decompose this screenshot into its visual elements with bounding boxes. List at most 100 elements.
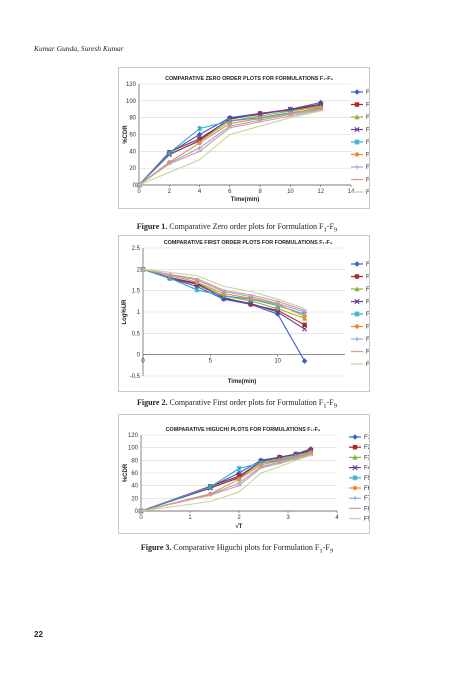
legend-label: F9 bbox=[364, 517, 369, 523]
x-tick-label: 0 bbox=[139, 515, 143, 521]
figure-3-caption: Figure 3. Comparative Higuchi plots for … bbox=[140, 543, 334, 555]
legend-marker bbox=[352, 454, 358, 460]
legend-entry-f7: F7 bbox=[351, 164, 369, 171]
series-f7 bbox=[136, 107, 323, 188]
data-point-f6 bbox=[302, 314, 307, 319]
y-tick-label: 40 bbox=[129, 149, 136, 155]
legend-label: F5 bbox=[366, 140, 369, 146]
legend-label: F9 bbox=[366, 190, 369, 196]
series-line-f9 bbox=[142, 268, 305, 310]
x-tick-label: 10 bbox=[287, 189, 294, 195]
figure-1-caption: Figure 1. Comparative Zero order plots f… bbox=[136, 222, 338, 234]
legend-label: F7 bbox=[366, 165, 369, 171]
data-point-f4 bbox=[248, 300, 254, 307]
running-head: Kumar Gunda, Suresh Kumar bbox=[34, 44, 124, 53]
legend-label: F8 bbox=[366, 178, 369, 184]
y-tick-label: 60 bbox=[129, 133, 136, 139]
data-point-f4 bbox=[275, 309, 281, 315]
legend-entry-f1: F1 bbox=[351, 89, 369, 96]
series-f9 bbox=[142, 268, 305, 310]
x-tick-label: 2 bbox=[237, 515, 241, 521]
legend-entry-f1: F1 bbox=[349, 434, 369, 441]
figure-1-chart: COMPARATIVE ZERO ORDER PLOTS FOR FORMULA… bbox=[118, 67, 370, 209]
y-tick-label: 20 bbox=[131, 496, 138, 502]
legend-marker bbox=[354, 89, 360, 95]
y-tick-label: 2 bbox=[137, 267, 141, 273]
y-tick-label: 1.5 bbox=[132, 289, 141, 295]
legend-entry-f2: F2 bbox=[351, 102, 369, 109]
legend-label: F4 bbox=[366, 128, 369, 134]
chart-title: COMPARATIVE FIRST ORDER PLOTS FOR FORMUL… bbox=[164, 240, 333, 246]
y-tick-label: 1 bbox=[137, 310, 141, 316]
legend-entry-f4: F4 bbox=[349, 465, 369, 472]
y-tick-label: 0.5 bbox=[132, 331, 141, 337]
x-tick-label: 1 bbox=[188, 515, 192, 521]
series-line-f9 bbox=[140, 454, 311, 512]
data-point-f1 bbox=[196, 131, 203, 138]
legend-label: F6 bbox=[366, 325, 369, 331]
legend-entry-f1: F1 bbox=[351, 261, 369, 268]
y-tick-label: 120 bbox=[128, 433, 139, 439]
data-point-f7 bbox=[236, 480, 242, 486]
legend-marker bbox=[354, 274, 360, 279]
legend-label: F4 bbox=[364, 466, 369, 472]
legend-label: F9 bbox=[366, 362, 369, 368]
legend-label: F6 bbox=[364, 486, 369, 492]
legend-entry-f2: F2 bbox=[349, 445, 369, 451]
legend-entry-f7: F7 bbox=[351, 336, 369, 343]
legend-marker bbox=[354, 164, 360, 170]
y-axis-label: Log%UR bbox=[122, 299, 128, 325]
legend-marker bbox=[352, 434, 358, 440]
y-tick-label: 120 bbox=[126, 82, 137, 88]
y-tick-label: 60 bbox=[131, 471, 138, 477]
data-point-f4 bbox=[318, 101, 324, 107]
zero-order-chart-svg: COMPARATIVE ZERO ORDER PLOTS FOR FORMULA… bbox=[123, 76, 369, 203]
legend-label: F7 bbox=[364, 496, 369, 502]
y-tick-label: 40 bbox=[131, 484, 138, 490]
legend-marker bbox=[354, 336, 360, 342]
legend-entry-f5: F5 bbox=[349, 475, 369, 482]
y-tick-label: 0 bbox=[135, 509, 139, 515]
legend-entry-f4: F4 bbox=[351, 298, 369, 306]
legend-entry-f3: F3 bbox=[351, 286, 369, 293]
x-tick-label: 4 bbox=[335, 515, 339, 521]
y-tick-label: 2.5 bbox=[132, 246, 141, 252]
x-axis-label: Time(min) bbox=[231, 197, 260, 203]
data-point-f6 bbox=[227, 121, 233, 126]
data-point-f5 bbox=[166, 150, 172, 156]
legend-label: F8 bbox=[364, 506, 369, 512]
y-tick-label: 80 bbox=[129, 116, 136, 122]
legend-marker bbox=[354, 126, 360, 133]
legend-marker bbox=[354, 139, 360, 145]
y-tick-label: 0 bbox=[133, 183, 137, 189]
legend-entry-f6: F6 bbox=[351, 152, 369, 159]
legend-marker bbox=[354, 286, 360, 292]
figure-2-chart: COMPARATIVE FIRST ORDER PLOTS FOR FORMUL… bbox=[118, 235, 370, 392]
x-tick-label: 0 bbox=[141, 359, 145, 365]
legend-marker bbox=[354, 102, 360, 107]
legend-marker bbox=[352, 475, 358, 481]
page-number: 22 bbox=[34, 630, 43, 639]
series-line-f1 bbox=[142, 268, 306, 362]
data-point-f7 bbox=[275, 301, 280, 306]
legend-entry-f5: F5 bbox=[351, 311, 369, 318]
higuchi-chart-svg: COMPARATIVE HIGUCHI PLOTS FOR FORMULATIO… bbox=[123, 427, 369, 530]
x-axis-label: √T bbox=[236, 523, 243, 530]
legend-label: F1 bbox=[366, 262, 369, 268]
legend-marker bbox=[352, 485, 358, 491]
legend-label: F3 bbox=[364, 455, 369, 461]
series-f9 bbox=[138, 110, 321, 186]
legend-entry-f8: F8 bbox=[351, 178, 369, 184]
legend-marker bbox=[354, 298, 360, 305]
x-tick-label: 6 bbox=[228, 189, 232, 195]
legend-marker bbox=[354, 324, 360, 329]
legend-label: F2 bbox=[366, 275, 369, 281]
legend-entry-f5: F5 bbox=[351, 139, 369, 146]
figure-2-caption: Figure 2. Comparative First order plots … bbox=[136, 398, 338, 410]
data-point-f5 bbox=[196, 125, 203, 132]
data-point-f6 bbox=[197, 140, 202, 146]
legend-entry-f3: F3 bbox=[351, 114, 369, 121]
series-line-f9 bbox=[138, 110, 321, 186]
x-tick-label: 0 bbox=[137, 189, 141, 195]
legend-marker bbox=[354, 311, 360, 317]
